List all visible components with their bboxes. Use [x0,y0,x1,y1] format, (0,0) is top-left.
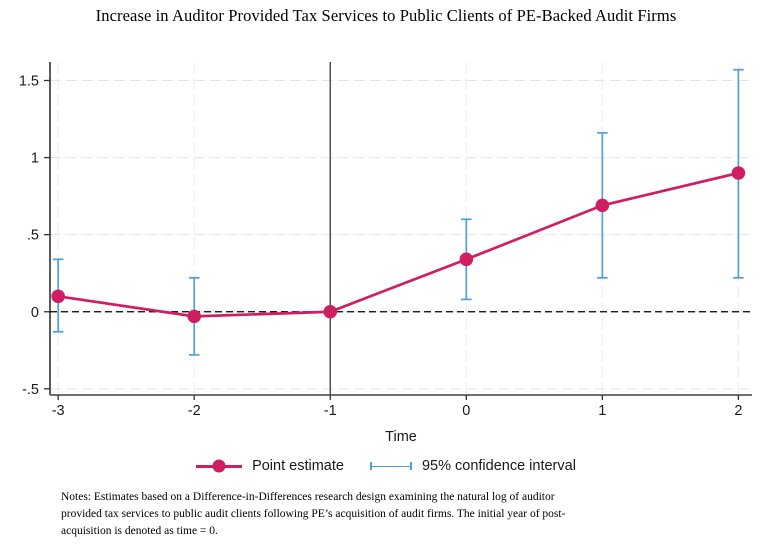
point-estimate-dot-icon [212,459,226,473]
x-tick-label: 0 [462,403,470,419]
confidence-interval-legend-marker [369,461,412,471]
x-tick-label: -1 [324,403,337,419]
ci-line-icon [369,465,412,468]
point-estimate-marker [51,289,65,304]
legend-item-point-estimate: Point estimate [196,458,344,474]
x-tick-label: 1 [598,403,606,419]
y-tick-label: 0 [31,305,39,321]
x-tick-label: -2 [188,403,201,419]
point-estimate-marker [459,252,474,267]
legend-item-confidence-interval: 95% confidence interval [369,458,576,474]
legend: Point estimate 95% confidence interval [0,458,772,474]
series-line [57,171,739,318]
legend-label-confidence-interval: 95% confidence interval [421,458,576,474]
figure-title: Increase in Auditor Provided Tax Service… [95,6,677,25]
x-tick-label: 2 [734,403,742,419]
event-study-chart: -.5 0 .5 1 1.5 -3 -2 -1 0 1 2 [19,62,752,419]
point-estimate-marker [323,304,338,319]
y-tick-label: 1 [31,151,39,167]
point-estimate-marker [187,309,202,324]
point-estimate-legend-marker [196,459,243,473]
point-estimate-marker [595,198,610,213]
legend-label-point-estimate: Point estimate [252,458,344,474]
y-tick-label: -.5 [22,382,39,398]
y-tick-label: .5 [27,228,39,244]
point-estimate-marker [731,166,746,180]
chart-notes: Notes: Estimates based on a Difference-i… [61,491,566,537]
x-tick-label: -3 [52,403,65,419]
x-axis-label: Time [385,429,417,445]
ci-cap-icon [410,462,412,470]
y-tick-label: 1.5 [19,74,39,90]
